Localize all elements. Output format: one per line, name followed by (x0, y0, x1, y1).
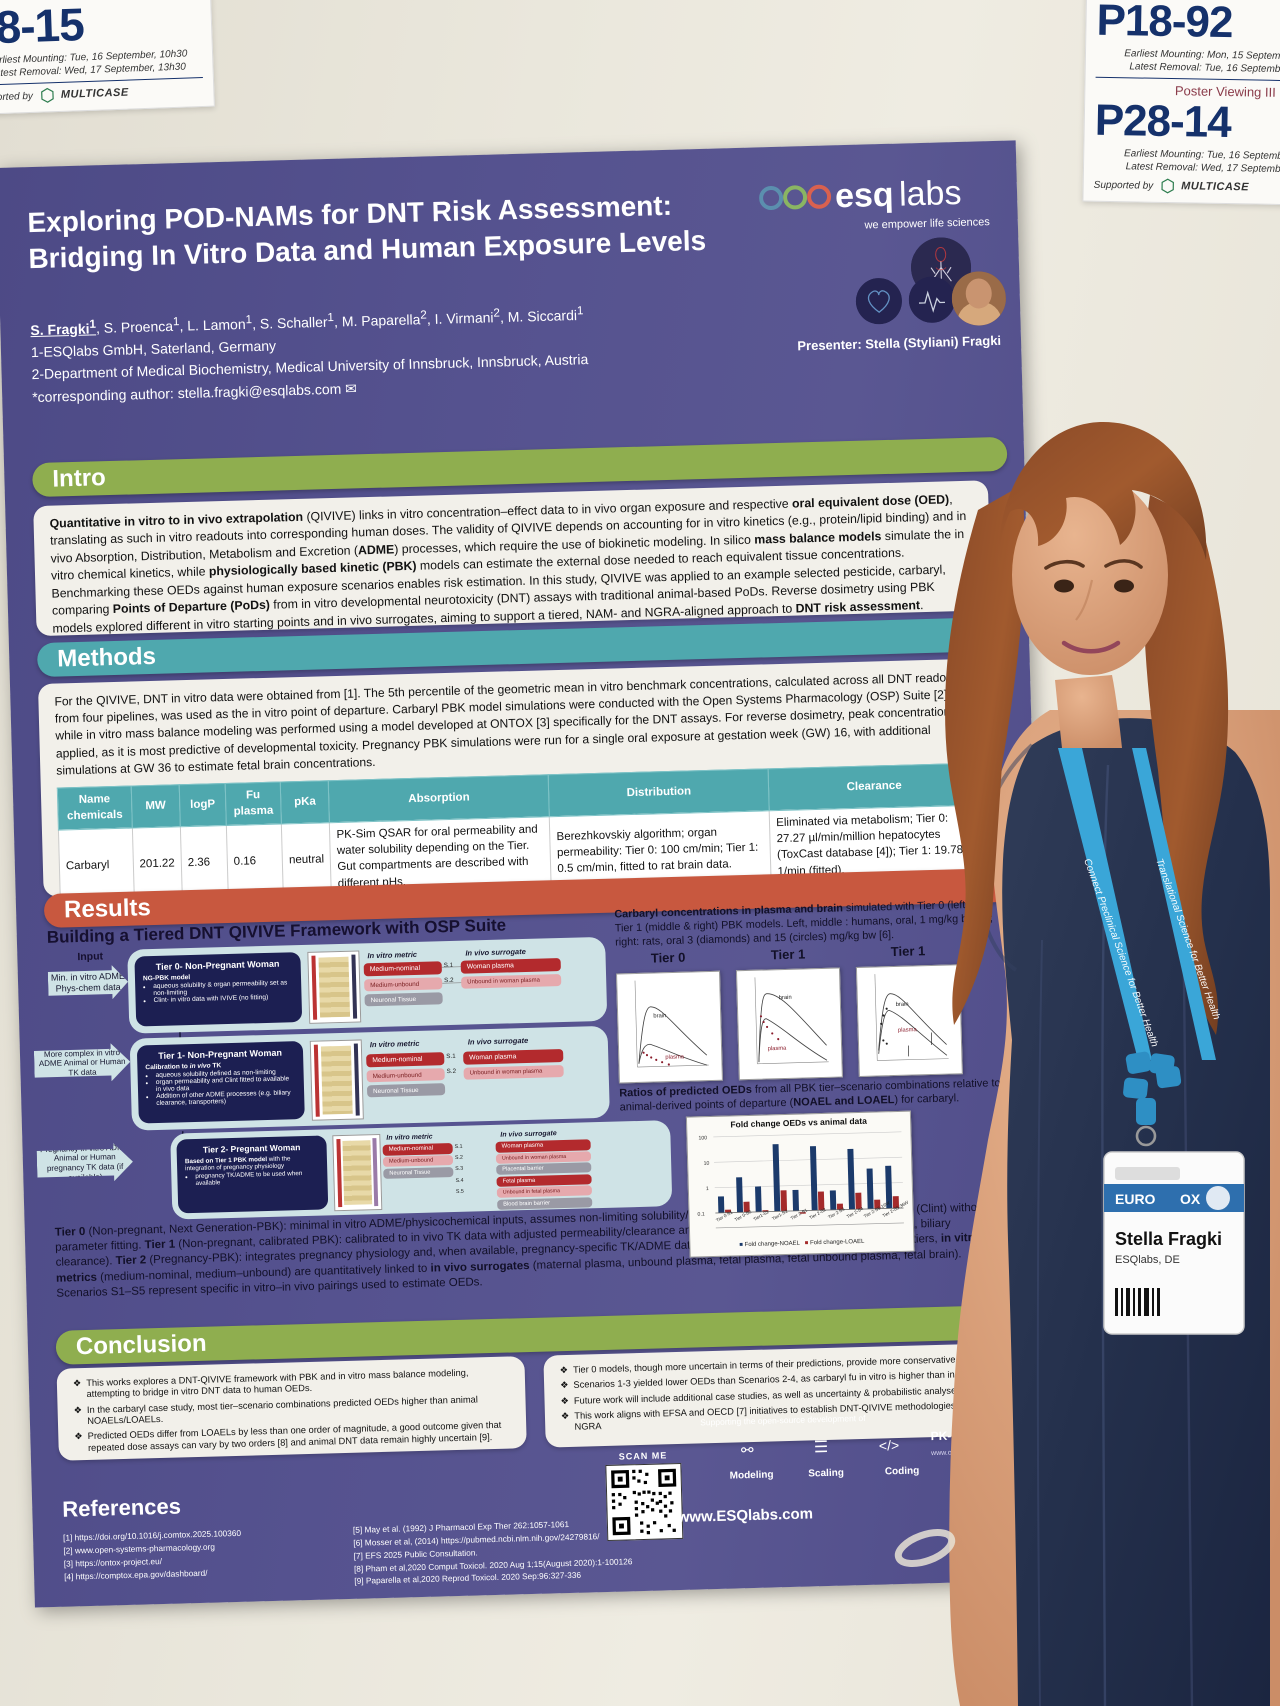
svg-text:100: 100 (698, 1135, 707, 1141)
svg-text:Tier 2-S3: Tier 2-S3 (827, 1206, 846, 1220)
svg-text:brain: brain (653, 1013, 666, 1019)
svg-text:10: 10 (704, 1161, 710, 1167)
svg-text:OX: OX (1180, 1191, 1201, 1207)
svg-text:1: 1 (706, 1186, 709, 1192)
svg-text:plasma: plasma (665, 1054, 685, 1061)
svg-text:Tier 2-S1: Tier 2-S1 (790, 1207, 809, 1221)
svg-text:0.1: 0.1 (697, 1212, 705, 1218)
svg-text:Tier 2-S2: Tier 2-S2 (808, 1207, 827, 1221)
svg-text:Tier 0-S2: Tier 0-S2 (734, 1209, 753, 1223)
svg-text:ESQlabs, DE: ESQlabs, DE (1115, 1254, 1180, 1266)
svg-text:plasma: plasma (768, 1046, 788, 1053)
svg-text:esq: esq (835, 176, 895, 216)
svg-text:Stella Fragki: Stella Fragki (1115, 1229, 1222, 1249)
svg-text:EURO: EURO (1115, 1191, 1156, 1207)
svg-text:labs: labs (899, 174, 962, 214)
svg-text:brain: brain (779, 995, 792, 1001)
svg-text:Tier 0-S1: Tier 0-S1 (715, 1209, 734, 1223)
